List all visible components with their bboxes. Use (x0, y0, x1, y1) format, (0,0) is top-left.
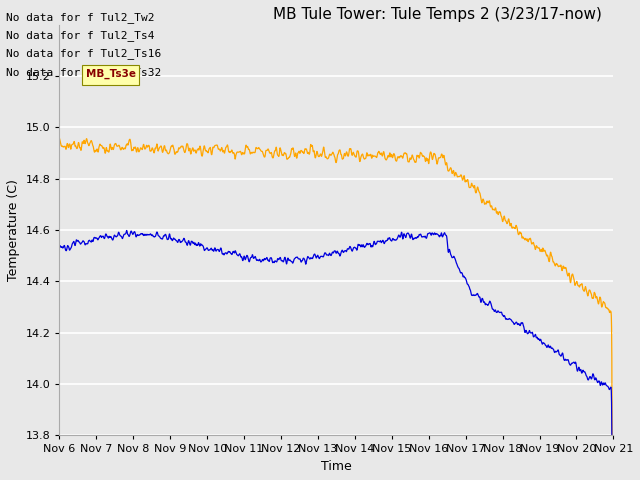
Text: MB_Ts3e: MB_Ts3e (86, 69, 136, 79)
Tul2_Ts-2 (576, 368, 584, 373)
Tul2_Ts-8 (497, 213, 505, 219)
Tul2_Ts-2 (561, 358, 568, 363)
Text: No data for f Tul2_Tw2: No data for f Tul2_Tw2 (6, 12, 155, 23)
Text: No data for f Tul2_Ts4: No data for f Tul2_Ts4 (6, 30, 155, 41)
Tul2_Ts-2 (56, 242, 63, 248)
Tul2_Ts-2 (365, 241, 372, 247)
Tul2_Ts-2 (498, 310, 506, 315)
Tul2_Ts-2 (353, 247, 360, 252)
Tul2_Ts-8 (56, 135, 63, 141)
Tul2_Ts-8 (561, 265, 568, 271)
Text: No data for f Tul2_Ts32: No data for f Tul2_Ts32 (6, 67, 162, 78)
X-axis label: Time: Time (321, 460, 352, 473)
Tul2_Ts-8 (210, 144, 218, 150)
Tul2_Ts-8 (353, 154, 360, 159)
Text: No data for f Tul2_Ts16: No data for f Tul2_Ts16 (6, 48, 162, 60)
Tul2_Ts-8 (365, 153, 372, 158)
Tul2_Ts-8 (576, 284, 584, 289)
Tul2_Ts-2 (211, 247, 218, 253)
Text: MB Tule Tower: Tule Temps 2 (3/23/17-now): MB Tule Tower: Tule Temps 2 (3/23/17-now… (273, 7, 602, 22)
Legend: Tul2_Ts-2, Tul2_Ts-8: Tul2_Ts-2, Tul2_Ts-8 (212, 477, 460, 480)
Line: Tul2_Ts-8: Tul2_Ts-8 (60, 138, 613, 480)
Tul2_Ts-2 (123, 228, 131, 233)
Line: Tul2_Ts-2: Tul2_Ts-2 (60, 230, 613, 480)
Y-axis label: Temperature (C): Temperature (C) (7, 179, 20, 281)
